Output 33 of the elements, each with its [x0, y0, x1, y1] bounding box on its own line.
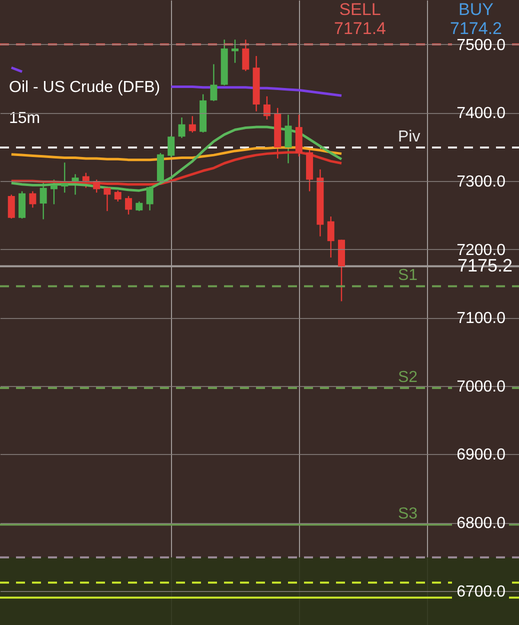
candlestick — [242, 39, 250, 72]
candlestick — [188, 116, 196, 134]
candlestick — [210, 64, 218, 102]
y-tick-label: 7400.0 — [456, 105, 506, 122]
text: 15m — [9, 110, 40, 127]
text: BUY 7174.2 — [450, 0, 502, 38]
candlestick — [136, 200, 143, 212]
ref-line-label: Piv — [398, 128, 420, 146]
y-tick-label: 6800.0 — [456, 515, 506, 532]
annotation: SELL 7171.4 — [334, 0, 386, 38]
ref-line-label: S1 — [398, 267, 418, 284]
ref-line-label: S3 — [398, 506, 418, 523]
candlestick — [125, 195, 132, 216]
y-tick-label: 7500.0 — [456, 36, 506, 54]
candlestick — [61, 162, 68, 194]
candlestick — [327, 216, 334, 258]
y-tick-label: 7100.0 — [456, 310, 506, 328]
y-tick-label: 6900.0 — [456, 446, 506, 464]
y-tick-label: 7000.0 — [456, 378, 506, 396]
candlestick — [178, 116, 186, 139]
candlestick — [146, 186, 154, 211]
candlestick — [232, 39, 239, 64]
y-tick-label: 7300.0 — [456, 174, 506, 191]
candlestick — [284, 114, 292, 164]
candlestick — [114, 190, 122, 202]
candlestick — [263, 96, 270, 120]
text: Oil - US Crude (DFB) — [9, 79, 160, 96]
candlestick — [8, 194, 15, 220]
candlestick — [40, 180, 47, 220]
candlestick — [168, 135, 175, 158]
ref-line-label: S2 — [398, 368, 418, 386]
y-tick-label: 6700.0 — [456, 583, 506, 600]
candlestick — [29, 190, 36, 208]
